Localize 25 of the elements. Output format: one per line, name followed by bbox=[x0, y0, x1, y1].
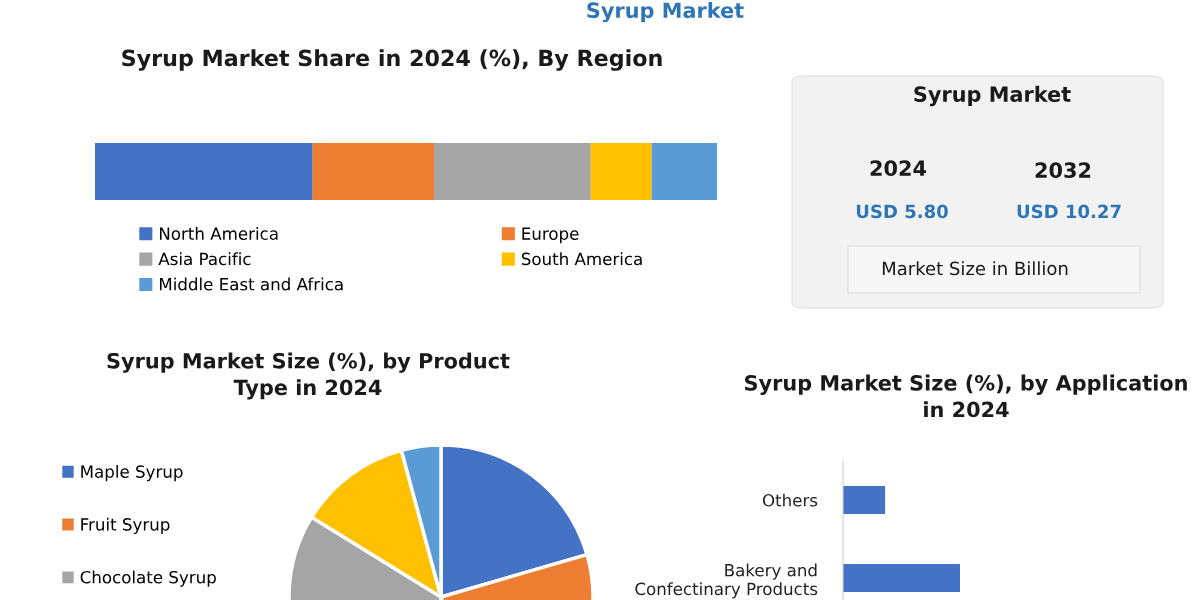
legend-label: South America bbox=[521, 252, 642, 266]
chart-title: Syrup Market Size (%), by Application in 2024 bbox=[745, 374, 1187, 418]
bar bbox=[312, 143, 434, 200]
y-tick-label: Bakery and Confectinary Products bbox=[635, 563, 818, 599]
text: Market Size in Billion bbox=[882, 261, 1068, 276]
chart-title: Syrup Market Share in 2024 (%), By Region bbox=[122, 49, 662, 71]
chart-title: Syrup Market Size (%), by Product Type in 2024 bbox=[107, 352, 510, 400]
bar bbox=[433, 143, 591, 200]
legend-label: Fruit Syrup bbox=[81, 517, 170, 534]
legend-label: Middle East and Africa bbox=[159, 277, 343, 291]
text: USD 10.27 bbox=[1017, 204, 1121, 219]
text: USD 5.80 bbox=[856, 204, 948, 219]
legend-label: Chocolate Syrup bbox=[80, 570, 216, 587]
text: 2032 bbox=[1035, 162, 1091, 179]
text: 2024 bbox=[870, 160, 927, 177]
text: Syrup Market bbox=[914, 85, 1071, 107]
legend-label: Europe bbox=[522, 227, 579, 244]
y-tick-label: Others bbox=[762, 493, 818, 507]
text: Syrup Market bbox=[587, 2, 744, 23]
bar bbox=[590, 143, 652, 200]
legend-label: Asia Pacific bbox=[158, 252, 251, 266]
legend-label: Maple Syrup bbox=[81, 465, 183, 482]
bar bbox=[651, 143, 717, 200]
legend-label: North America bbox=[159, 227, 278, 240]
bar bbox=[95, 143, 313, 200]
